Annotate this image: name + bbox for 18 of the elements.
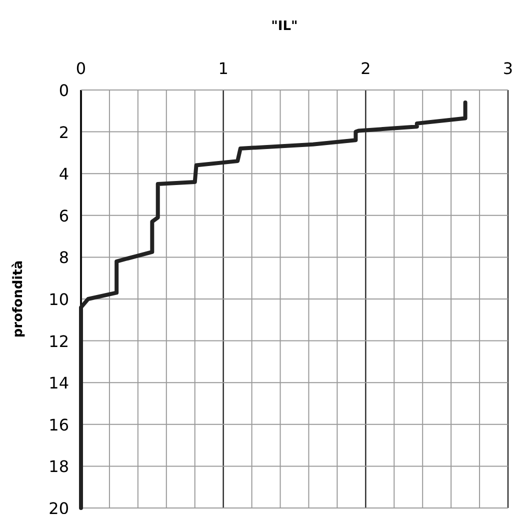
y-tick-label: 12: [48, 332, 69, 351]
x-tick-label: 1: [218, 59, 228, 78]
y-tick-label: 20: [48, 499, 69, 518]
y-tick-label: 2: [58, 122, 69, 142]
y-axis-title: profondità: [11, 260, 26, 338]
y-tick-label: 8: [58, 248, 69, 268]
y-tick-label: 4: [58, 164, 69, 184]
x-tick-label: 3: [502, 59, 514, 78]
y-tick-label: 18: [48, 457, 69, 476]
y-tick-label: 6: [58, 206, 69, 226]
x-tick-label: 2: [360, 59, 371, 78]
y-tick-label: 14: [48, 374, 69, 393]
chart-title: "IL": [271, 19, 298, 34]
y-tick-label: 16: [48, 415, 69, 434]
y-tick-label: 10: [48, 290, 69, 309]
line-series: [79, 100, 468, 510]
y-tick-label: 0: [58, 81, 69, 100]
x-tick-label: 0: [76, 59, 86, 78]
